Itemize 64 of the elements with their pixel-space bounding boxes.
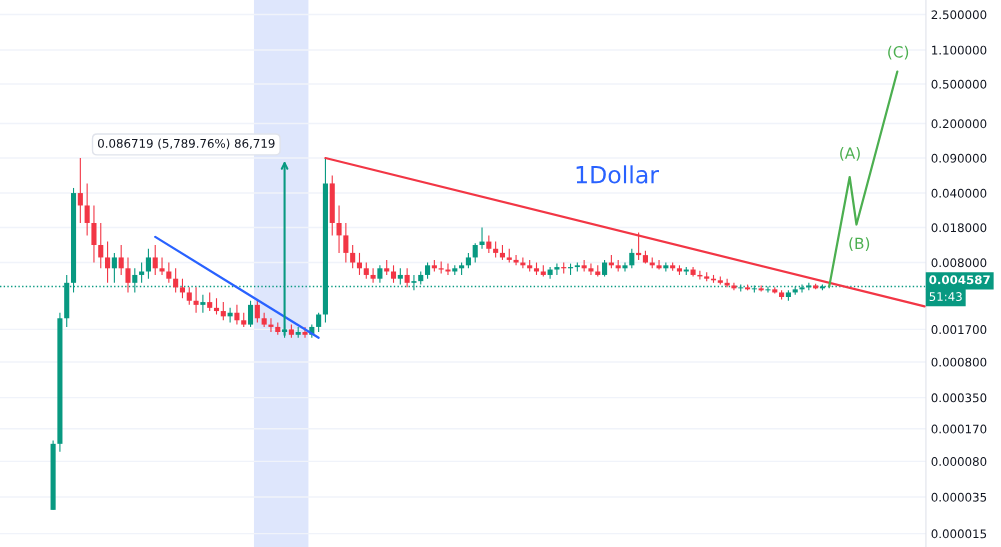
annotation: 1Dollar: [576, 165, 660, 184]
y-tick-label: 0.040000: [931, 188, 987, 198]
candlestick: [77, 157, 83, 224]
candlestick: [247, 300, 254, 328]
y-tick-label: 0.200000: [931, 119, 987, 129]
candlestick: [479, 226, 485, 250]
y-tick-label: 0.090000: [931, 153, 987, 163]
candlestick: [139, 261, 145, 284]
candlestick: [200, 294, 206, 314]
candlestick: [159, 256, 165, 276]
annotation: (B): [849, 237, 870, 251]
candlestick: [513, 254, 519, 266]
candlestick: [207, 291, 213, 312]
annotation: 0.086719 (5,789.76%) 86,719: [98, 138, 275, 150]
candlestick: [554, 263, 560, 276]
y-tick-label: 0.001700: [931, 325, 987, 335]
candlestick: [234, 304, 240, 326]
candlestick: [145, 248, 151, 280]
candlestick: [268, 317, 274, 333]
line-series: [828, 70, 899, 288]
candlestick: [125, 256, 131, 294]
candlestick: [193, 286, 199, 314]
candlestick: [302, 326, 308, 339]
candlestick: [636, 232, 642, 261]
candlestick: [173, 267, 179, 294]
y-tick-label: 0.000170: [931, 424, 987, 434]
candlestick: [336, 204, 342, 254]
candlestick: [622, 261, 628, 273]
candlestick: [404, 267, 410, 288]
candlestick: [629, 248, 635, 269]
y-tick-label: 0.008000: [931, 258, 987, 268]
y-tick-label: 0.018000: [931, 223, 987, 233]
candlestick: [656, 259, 662, 271]
candlestick: [588, 263, 594, 276]
candlestick: [118, 244, 124, 276]
ref-line-label: 0.004587: [929, 275, 990, 285]
candlestick: [84, 182, 90, 236]
y-tick-label: 0.000015: [931, 529, 987, 539]
candlestick: [316, 312, 322, 333]
y-tick-label: 0.500000: [931, 79, 987, 89]
candlestick: [111, 252, 117, 284]
y-tick-label: 0.000800: [931, 357, 987, 367]
text: 51:43: [929, 292, 962, 302]
candlestick: [581, 259, 587, 273]
y-tick-label: 0.000080: [931, 457, 987, 466]
candlestick: [343, 222, 349, 264]
y-tick-label: 0.000035: [931, 492, 987, 502]
candlestick: [105, 241, 111, 284]
candlestick: [220, 301, 226, 321]
candlestick: [152, 244, 158, 276]
y-tick-label: 2.500000: [931, 10, 987, 20]
candlestick: [179, 278, 186, 299]
candlestick: [166, 261, 172, 284]
candlestick: [731, 282, 737, 291]
y-tick-label: 1.100000: [932, 45, 987, 55]
candlestick: [472, 242, 478, 264]
candlestick: [350, 244, 356, 269]
y-tick-label: 0.000350: [931, 393, 987, 403]
candlestick: [98, 222, 104, 269]
candlestick: [254, 300, 260, 323]
candlestick: [91, 204, 97, 264]
annotation: (C): [888, 45, 909, 60]
annotation: (A): [840, 147, 860, 161]
candlestick: [370, 267, 376, 284]
